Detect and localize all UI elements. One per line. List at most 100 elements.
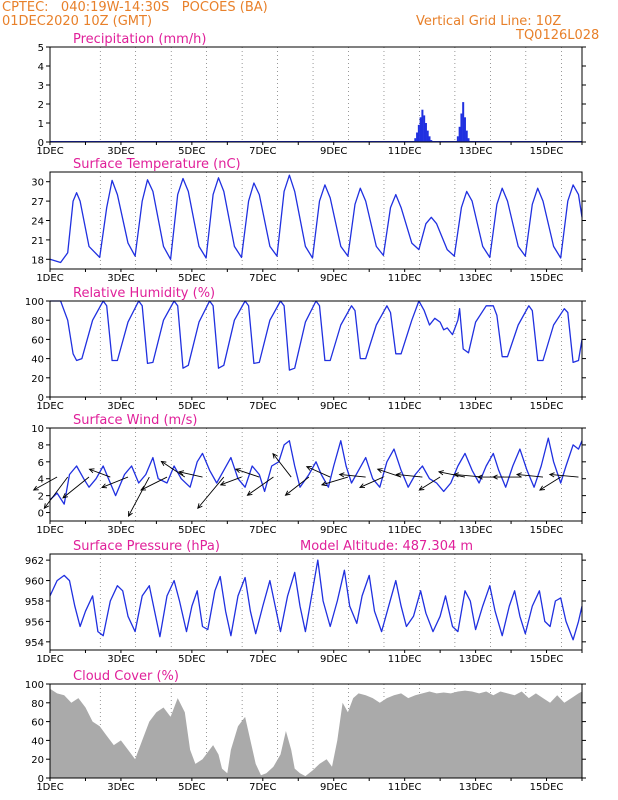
x-tick-label: 9DEC xyxy=(320,273,347,284)
x-tick-label: 7DEC xyxy=(249,401,276,412)
wind-arrow-head xyxy=(101,483,108,489)
wind-arrow xyxy=(306,466,331,478)
y-tick-label: 0 xyxy=(38,774,44,785)
wind-arrow xyxy=(161,461,186,478)
wind-arrow-head xyxy=(62,493,68,499)
wind-arrow xyxy=(197,476,225,509)
wind-arrow xyxy=(235,468,260,478)
y-tick-label: 956 xyxy=(25,617,44,628)
y-tick-label: 4 xyxy=(38,475,44,486)
wind-series-line xyxy=(49,437,583,505)
wind-arrow-head xyxy=(234,468,241,474)
wind-arrow-head xyxy=(219,480,226,486)
rh-frame xyxy=(49,300,583,398)
precip-frame xyxy=(49,46,583,143)
y-tick-label: 1 xyxy=(38,119,44,130)
wind-arrow-head xyxy=(320,481,327,487)
wind-arrow xyxy=(128,476,150,517)
x-tick-label: 3DEC xyxy=(107,146,134,157)
x-tick-label: 5DEC xyxy=(178,273,205,284)
precip-bar xyxy=(419,117,422,142)
temp-title: Surface Temperature (nC) xyxy=(73,157,241,172)
precip-panel: 0 1 2 3 4 5 1DEC 3DEC 5DEC 7DEC 9DEC 11DEC 13DEC 15DE… xyxy=(36,32,586,157)
x-tick-label: 9DEC xyxy=(320,401,347,412)
cloud-area xyxy=(50,688,582,778)
y-tick-label: 0 xyxy=(38,509,44,520)
y-tick-label: 958 xyxy=(25,597,44,608)
x-tick-label: 13DEC xyxy=(459,146,493,157)
precip-bar xyxy=(463,117,466,142)
wind-arrow xyxy=(339,473,366,478)
run-date: 01DEC2020 10Z (GMT) xyxy=(2,14,153,29)
precip-bar xyxy=(423,115,426,142)
y-tick-label: 20 xyxy=(31,755,44,766)
press-frame xyxy=(49,553,583,651)
x-tick-label: 7DEC xyxy=(249,654,276,665)
y-tick-label: 60 xyxy=(31,335,44,346)
x-tick-label: 13DEC xyxy=(459,273,493,284)
vertical-grid-note: Vertical Grid Line: 10Z xyxy=(416,14,562,29)
x-tick-label: 7DEC xyxy=(249,273,276,284)
rh-panel: 0 20 40 60 80 100 1DEC 3DEC 5DEC 7DEC 9DEC 11DEC 13D… xyxy=(25,286,586,412)
temp-panel: 18 21 24 27 30 1DEC 3DEC 5DEC 7DEC 9DEC 11DEC 13DEC… xyxy=(31,157,586,284)
wind-arrow-head xyxy=(548,472,555,478)
wind-arrow xyxy=(377,468,402,478)
wind-arrow xyxy=(101,476,129,488)
station-title: CPTEC: 040:19W-14:30S POCOES (BA) xyxy=(2,0,268,15)
y-tick-label: 21 xyxy=(31,236,44,247)
x-tick-label: 3DEC xyxy=(107,273,134,284)
y-tick-label: 4 xyxy=(38,62,44,73)
x-tick-label: 1DEC xyxy=(36,273,63,284)
x-tick-label: 5DEC xyxy=(178,525,205,536)
y-tick-label: 962 xyxy=(25,556,44,567)
wind-arrow-head xyxy=(539,485,545,491)
x-tick-label: 9DEC xyxy=(320,525,347,536)
x-tick-label: 11DEC xyxy=(388,273,422,284)
x-tick-label: 11DEC xyxy=(388,401,422,412)
y-tick-label: 18 xyxy=(31,255,44,266)
x-tick-label: 1DEC xyxy=(36,146,63,157)
x-tick-label: 13DEC xyxy=(459,401,493,412)
cloud-title: Cloud Cover (%) xyxy=(73,669,179,684)
wind-arrow xyxy=(33,476,58,491)
rh-series-line xyxy=(50,300,583,371)
x-tick-label: 7DEC xyxy=(249,525,276,536)
x-tick-label: 13DEC xyxy=(459,525,493,536)
precip-bar xyxy=(465,130,468,142)
x-tick-label: 11DEC xyxy=(388,654,422,665)
y-tick-label: 20 xyxy=(31,374,44,385)
wind-arrow-head xyxy=(128,511,133,517)
wind-arrow-head xyxy=(197,503,203,510)
x-tick-label: 3DEC xyxy=(107,654,134,665)
y-tick-label: 10 xyxy=(31,424,44,435)
temp-frame xyxy=(49,171,583,270)
y-tick-label: 8 xyxy=(38,441,44,452)
x-tick-label: 1DEC xyxy=(36,782,63,793)
model-id: TQ0126L028 xyxy=(516,28,600,43)
y-tick-label: 100 xyxy=(25,680,44,691)
precip-bar xyxy=(458,126,461,142)
wind-arrow-head xyxy=(140,485,147,491)
precip-bar xyxy=(417,124,420,142)
press-title: Surface Pressure (hPa) xyxy=(73,539,220,554)
wind-arrow xyxy=(179,471,203,478)
wind-arrow xyxy=(62,476,90,499)
x-tick-label: 3DEC xyxy=(107,782,134,793)
wind-arrow xyxy=(396,473,423,478)
x-tick-label: 9DEC xyxy=(320,146,347,157)
x-tick-label: 15DEC xyxy=(530,782,564,793)
x-tick-label: 1DEC xyxy=(36,401,63,412)
wind-arrow xyxy=(43,476,69,509)
press-panel: 954 956 958 960 962 1DEC 3DEC 5DEC 7DEC 9DEC 11DEC… xyxy=(25,539,586,665)
x-tick-label: 5DEC xyxy=(178,782,205,793)
wind-arrow xyxy=(247,476,274,496)
temp-series-line xyxy=(49,174,583,264)
wind-arrow-head xyxy=(338,472,345,478)
y-tick-label: 27 xyxy=(31,197,44,208)
y-tick-label: 24 xyxy=(31,217,44,228)
wind-arrow-head xyxy=(453,472,459,478)
y-tick-label: 100 xyxy=(25,297,44,308)
wind-frame xyxy=(49,427,583,522)
precip-bar xyxy=(424,123,427,142)
